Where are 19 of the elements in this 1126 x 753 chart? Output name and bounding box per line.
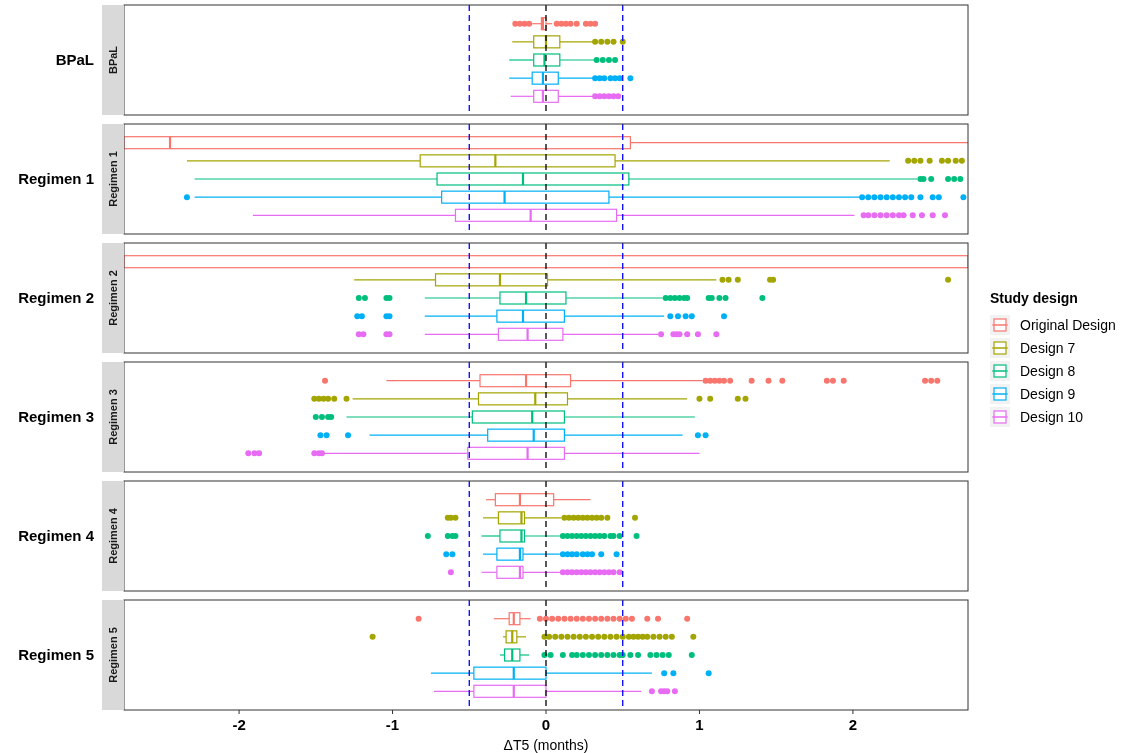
legend-label: Original Design <box>1020 316 1116 333</box>
x-tick-label: -2 <box>232 716 246 733</box>
text: BPaL <box>107 45 119 75</box>
y-tick-label: Regimen 2 <box>18 289 94 307</box>
y-tick-label: BPaL <box>55 51 94 69</box>
legend-label: Design 10 <box>1020 408 1084 425</box>
y-tick-label: Regimen 4 <box>18 527 95 545</box>
legend-label: Design 8 <box>1020 362 1076 379</box>
x-tick-label: -1 <box>385 716 400 733</box>
legend-label: Design 9 <box>1020 385 1076 402</box>
legend-label: Design 7 <box>1020 339 1076 356</box>
x-tick-label: 2 <box>848 716 858 733</box>
x-tick-label: 0 <box>541 716 551 733</box>
legend-title: Study design <box>990 290 1078 306</box>
y-tick-label: Regimen 3 <box>18 408 94 426</box>
y-tick-label: Regimen 5 <box>18 646 94 664</box>
x-axis-title: ΔT5 (months) <box>503 737 589 753</box>
y-tick-label: Regimen 1 <box>18 170 94 188</box>
x-tick-label: 1 <box>695 716 704 733</box>
